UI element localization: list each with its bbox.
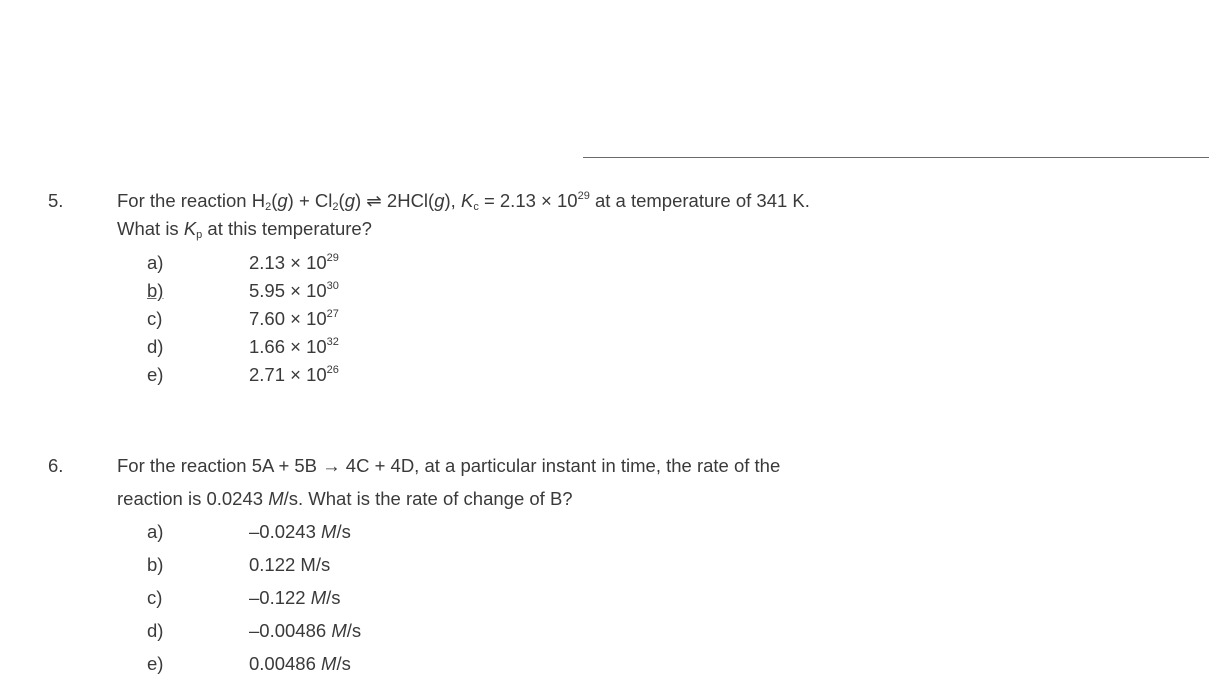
- question-number: 5.: [48, 190, 64, 211]
- text-segment: K: [460, 190, 474, 211]
- text-segment: M: [268, 488, 284, 509]
- text-segment: /s: [336, 521, 351, 542]
- option-letter: d): [147, 620, 164, 641]
- text-segment: ) ⇌ 2HCl(: [354, 190, 435, 211]
- question-text: For the reaction 5A + 5B → 4C + 4D, at a…: [117, 455, 780, 477]
- text-segment: reaction is 0.0243: [117, 488, 269, 509]
- option-value: 2.13 × 1029: [249, 252, 339, 274]
- option-letter: e): [147, 364, 164, 385]
- text-segment: /s: [346, 620, 362, 641]
- text-segment: c: [473, 201, 479, 213]
- text-segment: 2: [265, 201, 272, 213]
- text-segment: (: [271, 190, 278, 211]
- text-segment: 2.71 × 10: [249, 364, 327, 385]
- text-segment: M: [331, 620, 347, 641]
- option-value: 5.95 × 1030: [249, 280, 339, 302]
- text-segment: 29: [326, 252, 339, 264]
- text-segment: –0.00486: [249, 620, 332, 641]
- option-value: 7.60 × 1027: [249, 308, 339, 330]
- text-segment: ) + Cl: [287, 190, 333, 211]
- option-letter: a): [147, 252, 164, 273]
- option-value: 2.71 × 1026: [249, 364, 339, 386]
- option-letter: c): [147, 308, 163, 329]
- text-segment: g: [434, 190, 445, 211]
- text-segment: M: [321, 653, 337, 674]
- text-segment: For the reaction 5A + 5B → 4C + 4D, at a…: [117, 455, 781, 476]
- text-segment: 29: [577, 190, 590, 202]
- option-value: –0.0243 M/s: [249, 521, 351, 543]
- question-text: What is Kp at this temperature?: [117, 218, 372, 241]
- text-segment: 0.00486: [249, 653, 322, 674]
- option-value: 0.122 M/s: [249, 554, 330, 576]
- text-segment: /s: [336, 653, 351, 674]
- text-segment: 32: [326, 336, 339, 348]
- option-letter-marked: b): [147, 280, 164, 301]
- option-letter: a): [147, 521, 164, 542]
- text-segment: (: [338, 190, 345, 211]
- option-value: –0.00486 M/s: [249, 620, 361, 642]
- text-segment: 5.95 × 10: [249, 280, 327, 301]
- text-segment: –0.0243: [249, 521, 322, 542]
- text-segment: g: [344, 190, 355, 211]
- text-segment: 0.122 M/s: [249, 554, 331, 575]
- text-segment: 30: [326, 280, 339, 292]
- text-segment: 2: [332, 201, 339, 213]
- text-segment: M: [310, 587, 327, 608]
- text-segment: /s. What is the rate of change of B?: [283, 488, 573, 509]
- option-letter: d): [147, 336, 164, 357]
- text-segment: at a temperature of 341 K.: [589, 190, 810, 211]
- answer-line: [583, 157, 1209, 158]
- text-segment: M: [321, 521, 337, 542]
- text-segment: For the reaction H: [117, 190, 266, 211]
- option-value: –0.122 M/s: [249, 587, 341, 609]
- text-segment: ),: [444, 190, 461, 211]
- question-text: reaction is 0.0243 M/s. What is the rate…: [117, 488, 573, 510]
- text-segment: g: [277, 190, 288, 211]
- option-value: 1.66 × 1032: [249, 336, 339, 358]
- question-text: For the reaction H2(g) + Cl2(g) ⇌ 2HCl(g…: [117, 190, 810, 213]
- text-segment: 2.13 × 10: [249, 252, 327, 273]
- option-letter: e): [147, 653, 164, 674]
- text-segment: at this temperature?: [202, 218, 372, 239]
- question-number: 6.: [48, 455, 64, 476]
- option-letter: c): [147, 587, 163, 608]
- text-segment: 26: [326, 364, 339, 376]
- text-segment: 7.60 × 10: [249, 308, 327, 329]
- text-segment: K: [183, 218, 197, 239]
- option-value: 0.00486 M/s: [249, 653, 351, 675]
- text-segment: /s: [326, 587, 341, 608]
- text-segment: p: [196, 229, 203, 241]
- text-segment: 1.66 × 10: [249, 336, 327, 357]
- text-segment: 27: [326, 308, 339, 320]
- text-segment: What is: [117, 218, 184, 239]
- text-segment: –0.122: [249, 587, 311, 608]
- option-letter: b): [147, 554, 164, 575]
- text-segment: = 2.13 × 10: [478, 190, 578, 211]
